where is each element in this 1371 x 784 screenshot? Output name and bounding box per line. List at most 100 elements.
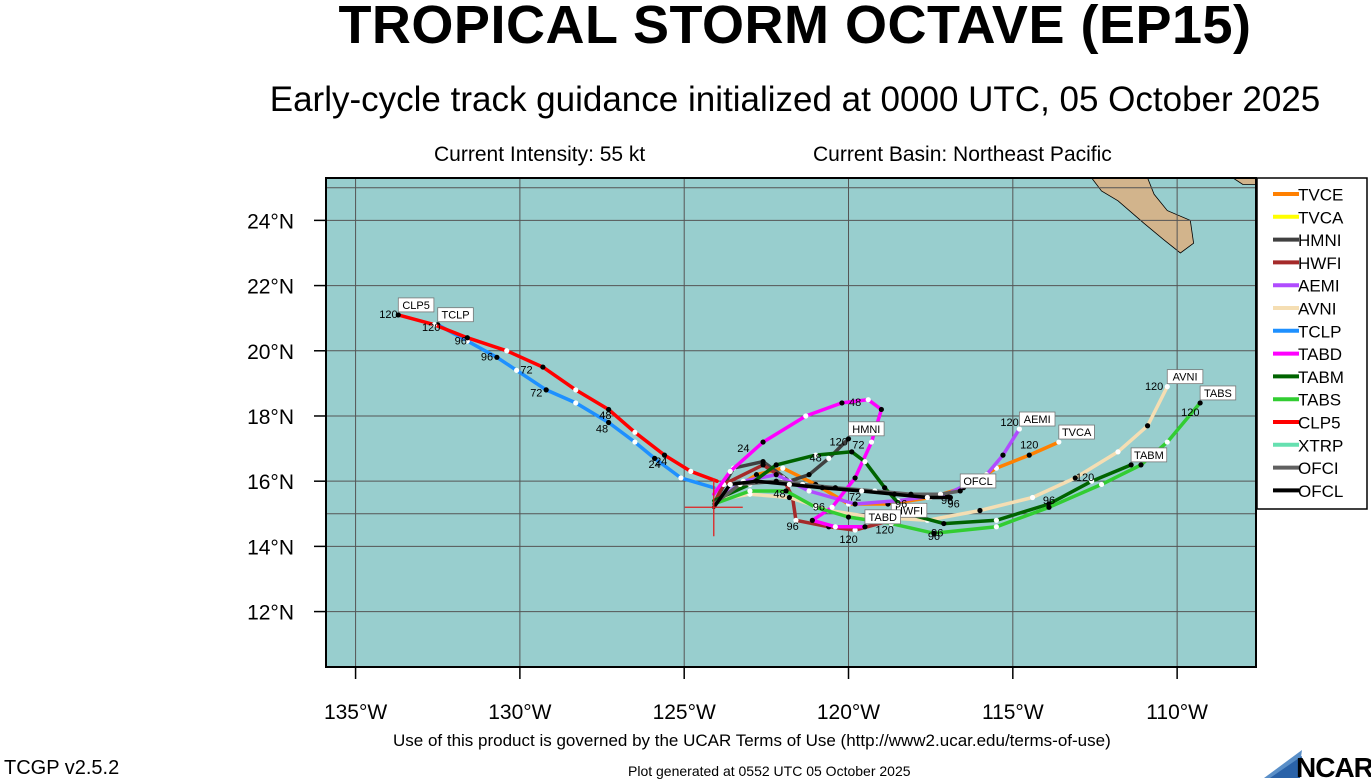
legend-label: XTRP: [1298, 436, 1343, 455]
forecast-hour-label: 96: [941, 495, 953, 507]
track-point: [993, 517, 999, 523]
legend-label: HWFI: [1298, 254, 1341, 273]
track-point: [727, 468, 733, 474]
track-point: [1138, 462, 1144, 468]
landmass: [1029, 177, 1195, 254]
forecast-hour-label: 72: [852, 440, 864, 452]
track-point: [832, 524, 838, 530]
track-point: [1029, 494, 1036, 501]
track-point: [826, 455, 832, 461]
track-point: [727, 481, 733, 488]
current-intensity: Current Intensity: 55 kt: [434, 143, 646, 166]
track-end-label: CLP5: [402, 300, 430, 312]
forecast-hour-label: 72: [530, 387, 542, 399]
track-point: [514, 367, 520, 373]
model-tracks: [395, 312, 1203, 537]
track-point: [813, 452, 819, 458]
track-end-label: TABS: [1204, 388, 1232, 400]
legend-label: AVNI: [1298, 300, 1336, 319]
track-point: [1026, 452, 1032, 458]
ncar-logo-icon: [1264, 750, 1302, 778]
track-point: [862, 524, 868, 530]
track-end-label-box: [1018, 411, 1056, 427]
forecast-hour-label: 120: [875, 524, 893, 536]
track-point: [859, 488, 865, 494]
track-avni: [712, 384, 1170, 523]
legend-label: TVCA: [1298, 208, 1344, 227]
track-point: [540, 364, 546, 370]
forecast-hour-label: 96: [931, 528, 943, 540]
track-point: [573, 400, 579, 406]
track-point: [941, 520, 947, 527]
track-point: [632, 429, 638, 435]
track-point: [464, 335, 470, 341]
track-point: [891, 491, 898, 497]
track-point: [504, 348, 510, 354]
forecast-hour-label: 48: [810, 453, 822, 465]
forecast-hour-label: 120: [1076, 472, 1094, 484]
track-point: [606, 419, 612, 426]
track-point: [878, 406, 884, 413]
track-point: [494, 354, 500, 360]
track-point: [1128, 462, 1134, 468]
track-point: [773, 472, 779, 478]
forecast-hour-label: 120: [1145, 381, 1163, 393]
track-point: [819, 485, 825, 491]
forecast-hour-label: 24: [737, 443, 749, 455]
terms-of-use: Use of this product is governed by the U…: [393, 731, 1111, 750]
track-end-label-box: [1199, 385, 1237, 401]
lon-tick-label: 115°W: [982, 701, 1044, 724]
track-point: [431, 322, 438, 328]
track-end-label: TABM: [1134, 450, 1164, 462]
track-end-label-box: [437, 307, 474, 323]
track-point: [852, 475, 858, 481]
forecast-hour-label: 48: [599, 410, 611, 422]
track-point: [845, 436, 852, 442]
forecast-hour-label: 96: [455, 335, 467, 347]
forecast-hour-label: 120: [379, 309, 397, 321]
track-point: [1144, 423, 1151, 429]
track-point: [829, 504, 835, 510]
forecast-hour-label: 72: [849, 492, 861, 504]
track-point: [813, 504, 819, 510]
ocean-layer: [326, 178, 1256, 667]
track-end-label: AEMI: [1024, 414, 1051, 426]
track-point: [606, 406, 612, 413]
track-point: [862, 459, 868, 465]
lat-tick-label: 20°N: [247, 341, 294, 364]
track-point: [661, 452, 668, 458]
track-point: [543, 387, 549, 393]
track-point: [780, 465, 786, 471]
forecast-hour-label: 96: [948, 498, 960, 510]
lat-tick-label: 24°N: [247, 210, 294, 233]
track-end-label-box: [1130, 447, 1168, 463]
forecast-hour-label: 48: [596, 423, 608, 435]
forecast-hour-label: 48: [773, 488, 785, 500]
legend-label: CLP5: [1298, 414, 1341, 433]
current-basin: Current Basin: Northeast Pacific: [813, 143, 1112, 166]
lon-tick-label: 125°W: [653, 701, 716, 724]
generated-timestamp: Plot generated at 0552 UTC 05 October 20…: [628, 763, 911, 779]
track-end-label-box: [397, 297, 435, 313]
legend-label: TVCE: [1298, 186, 1343, 205]
legend-label: TABM: [1298, 368, 1344, 387]
track-end-label: TVCA: [1062, 427, 1092, 439]
legend-box: [1256, 177, 1368, 510]
forecast-hour-label: 24: [648, 459, 660, 471]
track-point: [747, 488, 753, 494]
ncar-logo-text: NCAR: [1296, 752, 1371, 783]
track-point: [793, 517, 799, 523]
track-point: [868, 439, 875, 445]
version-label: TCGP v2.5.2: [4, 757, 120, 779]
track-point: [947, 494, 953, 501]
track-point: [882, 485, 888, 491]
forecast-hour-label: 96: [787, 521, 799, 533]
lat-tick-label: 12°N: [247, 602, 294, 625]
track-point: [1056, 439, 1062, 445]
forecast-hour-label: 120: [1000, 417, 1018, 429]
track-point: [809, 517, 815, 523]
track-point: [993, 524, 999, 530]
track-point: [573, 387, 579, 393]
track-point: [760, 439, 766, 445]
track-end-label: HMNI: [852, 424, 880, 436]
